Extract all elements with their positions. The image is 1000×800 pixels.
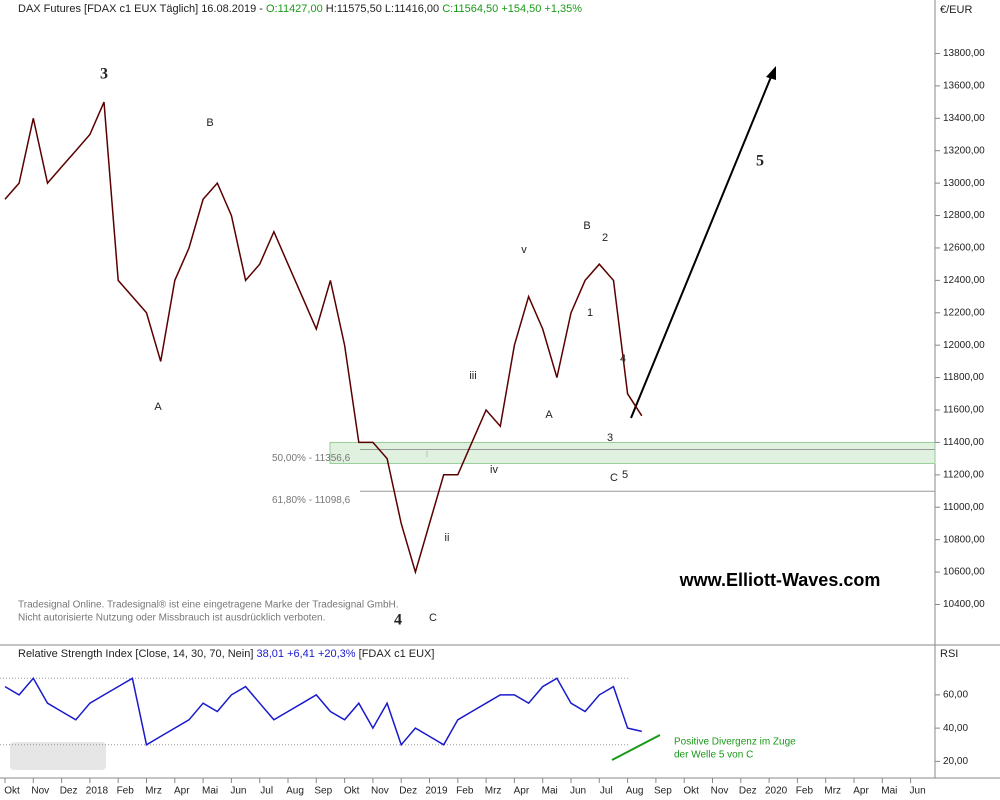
y-tick-label: 13800,00	[943, 48, 985, 59]
rsi-source: [FDAX c1 EUX]	[359, 648, 435, 660]
y-tick-label: 13600,00	[943, 81, 985, 92]
x-tick-label: Jun	[230, 786, 246, 797]
x-tick-label: Okt	[4, 786, 20, 797]
series-line	[4, 677, 642, 747]
divergence-line	[611, 734, 661, 761]
x-tick-label: Jul	[260, 786, 273, 797]
rsi-value: 38,01 +6,41 +20,3%	[256, 648, 355, 660]
y-tick-label: 11400,00	[943, 437, 984, 448]
x-tick-label: Feb	[796, 786, 814, 797]
y-tick-label: 40,00	[943, 723, 968, 734]
y-tick-label: 60,00	[943, 690, 968, 701]
x-tick-label: Mai	[202, 786, 218, 797]
y-tick-label: 10400,00	[943, 599, 985, 610]
axis-unit: €/EUR	[940, 4, 972, 16]
x-tick-label: Feb	[117, 786, 135, 797]
y-tick-label: 12600,00	[943, 243, 985, 254]
wave-label: B	[583, 220, 590, 232]
x-tick-label: Sep	[654, 786, 672, 797]
x-tick-label: Mrz	[145, 786, 162, 797]
wave-label: v	[521, 244, 527, 256]
x-tick-label: Mai	[542, 786, 558, 797]
x-tick-label: Nov	[371, 786, 389, 797]
y-tick-label: 11200,00	[943, 469, 984, 480]
x-tick-label: 2020	[765, 786, 788, 797]
x-tick-label: Jun	[910, 786, 926, 797]
divergence-note: Positive Divergenz im Zuge	[674, 737, 796, 748]
axis-unit: RSI	[940, 648, 958, 660]
wave-label: 3	[607, 432, 613, 444]
y-tick-label: 12400,00	[943, 275, 985, 286]
chart-header: DAX Futures [FDAX c1 EUX Täglich] 16.08.…	[18, 3, 582, 15]
note: Tradesignal Online. Tradesignal® ist ein…	[18, 600, 399, 611]
wave-label: iv	[490, 464, 498, 476]
y-tick-label: 12000,00	[943, 340, 985, 351]
wave-label: 3	[100, 66, 108, 83]
y-tick-label: 11800,00	[943, 372, 984, 383]
x-tick-label: Sep	[314, 786, 332, 797]
wave-label: ii	[445, 532, 450, 544]
y-tick-label: 13400,00	[943, 113, 985, 124]
y-tick-label: 10600,00	[943, 567, 985, 578]
y-tick-label: 10800,00	[943, 534, 985, 545]
x-tick-label: Dez	[60, 786, 78, 797]
y-tick-label: 11600,00	[943, 405, 984, 416]
x-tick-label: Jul	[600, 786, 613, 797]
x-tick-label: Dez	[739, 786, 757, 797]
wave-label: 4	[394, 612, 402, 629]
header-part: O:11427,00	[266, 3, 323, 15]
x-tick-label: 2019	[425, 786, 448, 797]
x-tick-label: Aug	[286, 786, 304, 797]
series-line	[4, 101, 643, 575]
fib-label: 50,00% - 11356,6	[272, 453, 351, 464]
rsi-title: Relative Strength Index [Close, 14, 30, …	[18, 648, 434, 660]
fib-label: 61,80% - 11098,6	[272, 495, 351, 506]
wave-label: C	[610, 472, 618, 484]
x-tick-label: Aug	[626, 786, 644, 797]
x-tick-label: 2018	[86, 786, 109, 797]
wave-label: C	[429, 612, 437, 624]
forecast-arrow	[630, 71, 774, 419]
x-tick-label: Mrz	[824, 786, 841, 797]
y-tick-label: 12800,00	[943, 210, 985, 221]
logo	[10, 742, 106, 770]
y-tick-label: 12200,00	[943, 307, 985, 318]
x-tick-label: Apr	[853, 786, 869, 797]
rsi-title: Relative Strength Index [Close, 14, 30, …	[18, 648, 253, 660]
y-tick-label: 20,00	[943, 756, 968, 767]
divergence-note: der Welle 5 von C	[674, 750, 753, 761]
header-part: H:11575,50 L:11416,00	[323, 3, 442, 15]
header-part: DAX Futures [FDAX c1 EUX Täglich] 16.08.…	[18, 3, 266, 15]
x-tick-label: Dez	[399, 786, 417, 797]
fib-zone	[329, 441, 936, 464]
x-tick-label: Mai	[881, 786, 897, 797]
wave-label: 5	[622, 469, 628, 481]
watermark-url: www.Elliott-Waves.com	[679, 570, 881, 590]
arrow-head	[766, 66, 776, 80]
wave-label: 5	[756, 153, 764, 170]
wave-label: A	[154, 401, 162, 413]
wave-label: iii	[469, 370, 476, 382]
note: Nicht autorisierte Nutzung oder Missbrau…	[18, 613, 325, 624]
x-tick-label: Nov	[31, 786, 49, 797]
y-tick-label: 13000,00	[943, 178, 985, 189]
x-tick-label: Feb	[456, 786, 474, 797]
y-tick-label: 13200,00	[943, 145, 985, 156]
x-tick-label: Mrz	[485, 786, 502, 797]
x-tick-label: Apr	[174, 786, 190, 797]
wave-label: B	[206, 117, 213, 129]
wave-label: 1	[587, 307, 593, 319]
header-part: C:11564,50 +154,50 +1,35%	[442, 3, 582, 15]
wave-label: 2	[602, 232, 608, 244]
x-tick-label: Okt	[683, 786, 699, 797]
x-tick-label: Jun	[570, 786, 586, 797]
x-tick-label: Apr	[514, 786, 530, 797]
x-tick-label: Okt	[344, 786, 360, 797]
x-tick-label: Nov	[711, 786, 729, 797]
wave-label: A	[545, 409, 553, 421]
y-tick-label: 11000,00	[943, 502, 984, 513]
